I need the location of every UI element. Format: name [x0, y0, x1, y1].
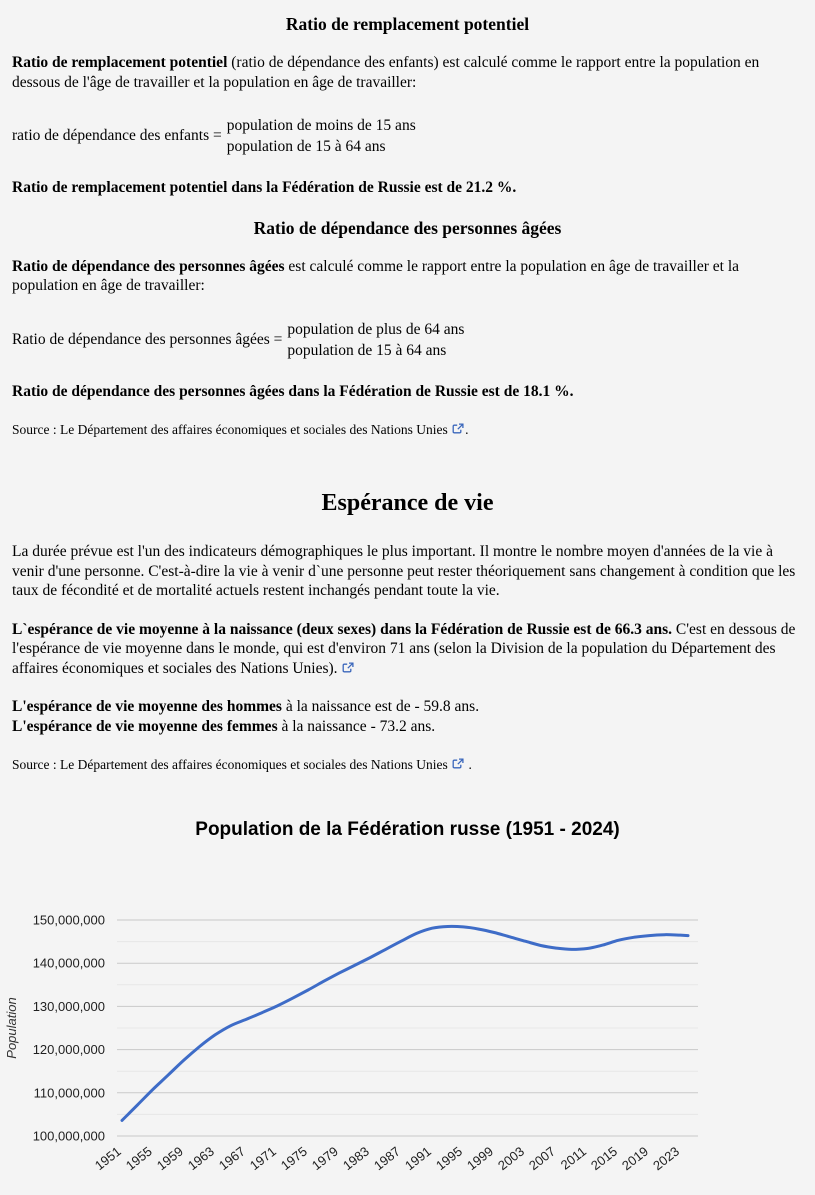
x-axis-tick-label: 1963	[185, 1144, 217, 1174]
x-axis-tick-label: 1983	[340, 1144, 372, 1174]
replacement-ratio-description: Ratio de remplacement potentiel (ratio d…	[12, 53, 803, 92]
x-axis-tick-label: 1995	[433, 1144, 465, 1174]
life-expectancy-by-sex-lines: L'espérance de vie moyenne des hommes à …	[12, 697, 803, 736]
x-axis-tick-label: 1971	[247, 1144, 279, 1174]
life-expectancy-women-term: L'espérance de vie moyenne des femmes	[12, 717, 278, 735]
x-axis-tick-label: 2007	[526, 1144, 558, 1174]
article: Ratio de remplacement potentiel Ratio de…	[0, 14, 815, 773]
x-axis-tick-label: 1987	[371, 1144, 403, 1174]
x-axis-tick-label: 2003	[495, 1144, 527, 1174]
child-dependency-formula: ratio de dépendance des enfants = popula…	[12, 115, 803, 157]
formula-numerator: population de moins de 15 ans	[226, 117, 416, 134]
formula-denominator: population de 15 à 64 ans	[287, 341, 447, 359]
x-axis-tick-label: 2015	[588, 1144, 620, 1174]
formula-fraction: population de plus de 64 ans population …	[287, 319, 464, 361]
chart-title: Population de la Fédération russe (1951 …	[195, 819, 620, 840]
x-axis-tick-label: 1955	[123, 1144, 155, 1174]
y-axis-title: Population	[4, 997, 19, 1058]
population-series-line	[120, 924, 690, 1122]
formula-lhs: Ratio de dépendance des personnes âgées …	[12, 330, 283, 348]
section-heading-life-expectancy: Espérance de vie	[321, 490, 494, 516]
aged-dependency-term: Ratio de dépendance des personnes âgées	[12, 257, 285, 275]
section-heading-replacement-ratio: Ratio de remplacement potentiel	[285, 14, 530, 34]
y-axis-tick-label: 140,000,000	[33, 956, 105, 971]
source-suffix: .	[465, 757, 472, 772]
life-expectancy-men: L'espérance de vie moyenne des hommes à …	[12, 697, 803, 717]
life-expectancy-intro: La durée prévue est l'un des indicateurs…	[12, 543, 796, 599]
aged-dependency-description-rest: est calculé comme le rapport entre la po…	[12, 257, 740, 295]
y-axis-tick-label: 100,000,000	[33, 1129, 105, 1144]
life-expectancy-average: L`espérance de vie moyenne à la naissanc…	[12, 620, 803, 679]
x-axis-tick-label: 2019	[619, 1144, 651, 1174]
source-suffix: .	[465, 422, 469, 437]
replacement-ratio-result: Ratio de remplacement potentiel dans la …	[12, 179, 517, 196]
life-expectancy-women: L'espérance de vie moyenne des femmes à …	[12, 717, 803, 737]
life-expectancy-men-value: à la naissance est de - 59.8 ans.	[281, 698, 480, 715]
x-axis-tick-label: 1967	[216, 1144, 248, 1174]
section-heading-aged-dependency-ratio: Ratio de dépendance des personnes âgées	[253, 217, 562, 238]
x-axis-tick-label: 2011	[558, 1144, 589, 1173]
population-line-chart: 100,000,000 110,000,000 120,000,000 130,000…	[4, 913, 698, 1174]
source-line-2: Source : Le Département des affaires éco…	[12, 757, 803, 773]
aged-dependency-description: Ratio de dépendance des personnes âgées …	[12, 257, 803, 296]
life-expectancy-average-bold: L`espérance de vie moyenne à la naissanc…	[12, 620, 673, 638]
x-axis-tick-label: 1951	[92, 1144, 124, 1174]
formula-numerator: population de plus de 64 ans	[287, 320, 465, 338]
life-expectancy-average-rest: C'est en dessous de l'espérance de vie m…	[12, 620, 796, 677]
life-expectancy-men-term: L'espérance de vie moyenne des hommes	[12, 698, 282, 715]
y-axis-tick-label: 150,000,000	[33, 913, 105, 928]
external-link-icon[interactable]	[342, 661, 354, 674]
external-link-icon[interactable]	[452, 423, 464, 435]
x-axis-tick-label: 1991	[402, 1144, 434, 1174]
source-line-1: Source : Le Département des affaires éco…	[12, 422, 803, 438]
formula-denominator: population de 15 à 64 ans	[226, 138, 386, 155]
y-axis-tick-label: 130,000,000	[33, 999, 105, 1014]
population-chart-block: Population de la Fédération russe (1951 …	[0, 819, 815, 1195]
x-axis-tick-label: 1959	[154, 1144, 186, 1174]
life-expectancy-women-value: à la naissance - 73.2 ans.	[277, 717, 436, 735]
x-axis-tick-label: 1975	[278, 1144, 310, 1174]
aged-dependency-formula: Ratio de dépendance des personnes âgées …	[12, 319, 803, 361]
external-link-icon[interactable]	[452, 758, 464, 770]
source-text: Source : Le Département des affaires éco…	[12, 422, 448, 437]
x-axis-tick-label: 1979	[309, 1144, 341, 1174]
y-axis-tick-label: 110,000,000	[34, 1085, 105, 1100]
x-axis-tick-label: 2023	[650, 1144, 682, 1174]
source-text: Source : Le Département des affaires éco…	[12, 757, 448, 772]
aged-dependency-result: Ratio de dépendance des personnes âgées …	[12, 382, 574, 400]
formula-fraction: population de moins de 15 ans population…	[227, 115, 416, 157]
replacement-ratio-description-rest: (ratio de dépendance des enfants) est ca…	[12, 54, 760, 91]
x-axis-tick-label: 1999	[464, 1144, 496, 1174]
replacement-ratio-term: Ratio de remplacement potentiel	[12, 54, 228, 71]
formula-lhs: ratio de dépendance des enfants =	[12, 127, 222, 144]
y-axis-tick-label: 120,000,000	[33, 1042, 105, 1057]
